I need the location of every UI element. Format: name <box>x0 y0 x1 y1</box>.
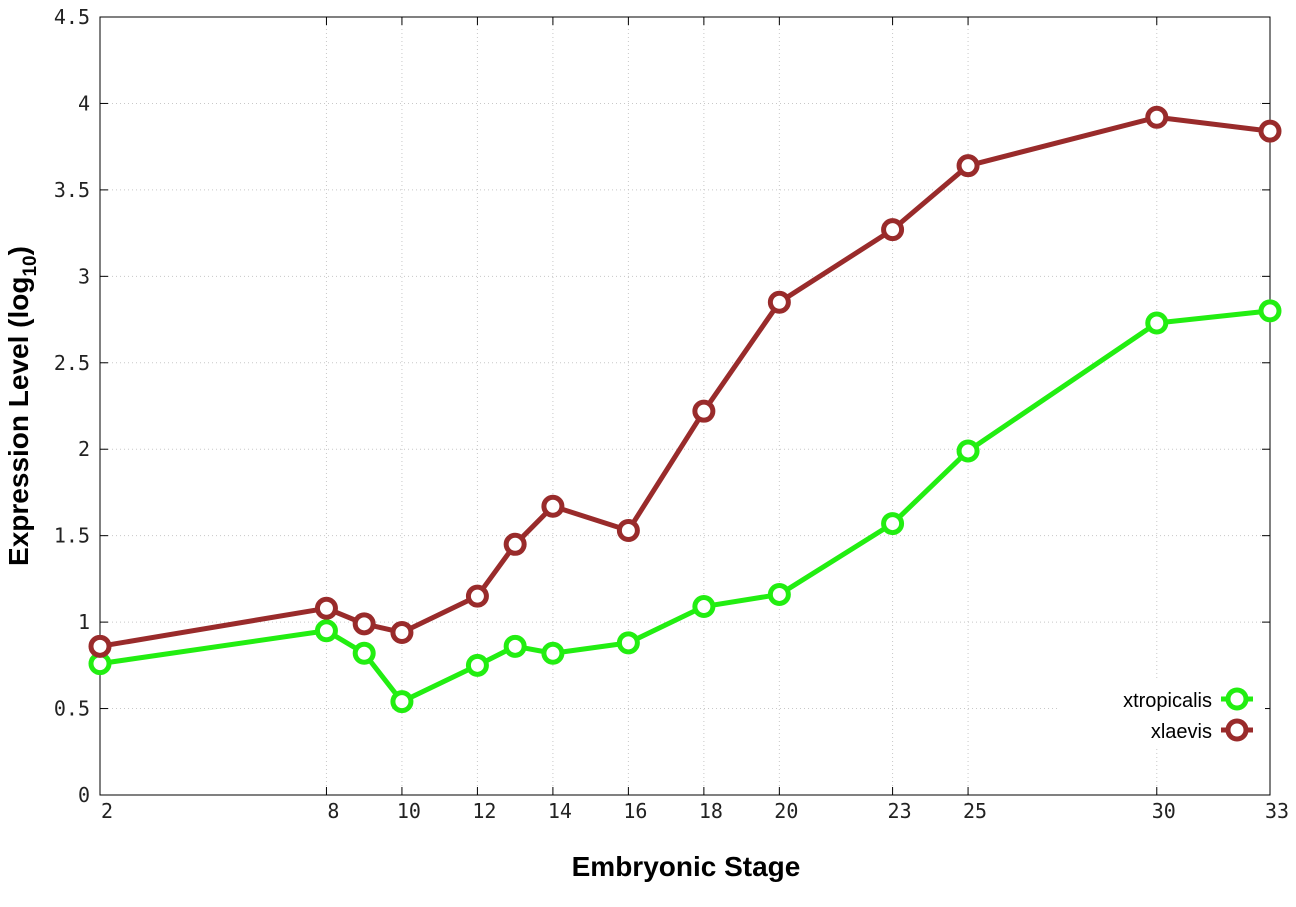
data-point-xtropicalis <box>616 631 640 655</box>
x-tick-label: 25 <box>963 799 987 823</box>
x-tick-label: 23 <box>888 799 912 823</box>
data-point-xtropicalis <box>1258 299 1282 323</box>
y-axis-title: Expression Level (log10) <box>3 246 41 566</box>
series-xlaevis <box>88 105 1282 658</box>
y-tick-label: 0 <box>78 783 90 807</box>
data-point-xlaevis <box>956 154 980 178</box>
x-tick-label: 18 <box>699 799 723 823</box>
x-tick-label: 16 <box>623 799 647 823</box>
data-point-xlaevis <box>352 612 376 636</box>
data-point-xlaevis <box>314 596 338 620</box>
data-point-xtropicalis <box>314 619 338 643</box>
y-axis-title-subscript: 10 <box>20 255 41 276</box>
data-point-xlaevis <box>88 634 112 658</box>
data-point-xtropicalis <box>881 512 905 536</box>
y-tick-label: 2.5 <box>54 351 90 375</box>
y-tick-label: 3 <box>78 264 90 288</box>
data-point-xtropicalis <box>503 634 527 658</box>
legend-label-xlaevis: xlaevis <box>1151 721 1212 743</box>
data-point-xtropicalis <box>352 641 376 665</box>
x-tick-label: 12 <box>472 799 496 823</box>
series-line-xlaevis <box>99 114 1271 649</box>
data-point-xlaevis <box>503 532 527 556</box>
x-tick-label: 30 <box>1152 799 1176 823</box>
data-point-xtropicalis <box>692 595 716 619</box>
data-point-xtropicalis <box>390 690 414 714</box>
data-point-xlaevis <box>692 399 716 423</box>
x-tick-label: 20 <box>774 799 798 823</box>
y-tick-label: 0.5 <box>54 697 90 721</box>
data-point-xtropicalis <box>1145 311 1169 335</box>
y-tick-label: 2 <box>78 437 90 461</box>
y-tick-label: 4 <box>78 91 90 115</box>
y-axis: 0 0.5 1 1.5 2 2.5 3 3.5 4 4.5 <box>54 5 1270 807</box>
legend: xtropicalis xlaevis <box>1060 678 1265 748</box>
data-point-xlaevis <box>616 518 640 542</box>
data-point-xlaevis <box>1145 105 1169 129</box>
data-point-xtropicalis <box>767 582 791 606</box>
plot-frame <box>99 16 1271 796</box>
y-tick-label: 1 <box>78 610 90 634</box>
data-point-xlaevis <box>541 494 565 518</box>
data-point-xtropicalis <box>956 439 980 463</box>
series-xtropicalis <box>88 299 1282 714</box>
y-axis-title-main: Expression Level (log <box>3 277 34 566</box>
x-tick-label: 14 <box>548 799 572 823</box>
series-line-xtropicalis <box>99 308 1271 705</box>
y-tick-label: 3.5 <box>54 178 90 202</box>
series-layer <box>88 105 1282 714</box>
y-axis-title-suffix: ) <box>3 246 34 255</box>
data-point-xtropicalis <box>541 641 565 665</box>
x-tick-label: 10 <box>397 799 421 823</box>
data-point-xlaevis <box>881 218 905 242</box>
x-tick-label: 2 <box>101 799 113 823</box>
data-point-xlaevis <box>767 290 791 314</box>
data-point-xlaevis <box>1258 119 1282 143</box>
legend-marker-xlaevis <box>1225 718 1249 742</box>
x-tick-label: 33 <box>1265 799 1289 823</box>
data-point-xlaevis <box>390 620 414 644</box>
x-axis-title: Embryonic Stage <box>572 851 801 882</box>
x-axis: 2 8 10 12 14 16 18 20 23 25 30 33 <box>99 17 1289 823</box>
data-point-xtropicalis <box>465 653 489 677</box>
y-tick-label: 1.5 <box>54 524 90 548</box>
x-tick-label: 8 <box>327 799 339 823</box>
data-point-xlaevis <box>465 584 489 608</box>
legend-marker-xtropicalis <box>1225 687 1249 711</box>
y-tick-label: 4.5 <box>54 5 90 29</box>
legend-label-xtropicalis: xtropicalis <box>1123 690 1212 712</box>
